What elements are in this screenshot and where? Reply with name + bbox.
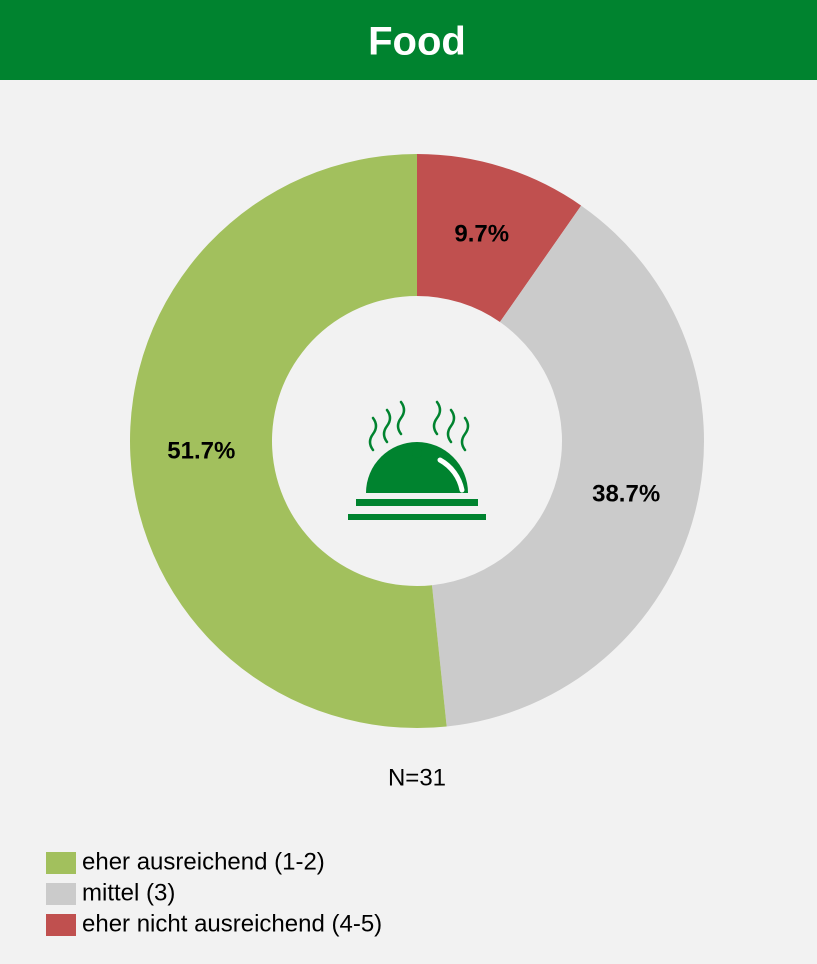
donut xyxy=(130,154,704,728)
food-icon xyxy=(348,400,486,520)
donut-slice xyxy=(417,154,582,323)
legend-label: eher ausreichend (1-2) xyxy=(82,848,325,875)
data-label: 51.7% xyxy=(167,438,235,465)
donut-slice xyxy=(431,205,704,727)
header-bar xyxy=(0,0,817,80)
legend: eher ausreichend (1-2) mittel (3) eher nic… xyxy=(46,848,382,937)
legend-swatch xyxy=(46,914,76,936)
legend-swatch xyxy=(46,883,76,905)
legend-label: eher nicht ausreichend (4-5) xyxy=(82,910,382,937)
data-label: 38.7% xyxy=(592,480,660,507)
legend-label: mittel (3) xyxy=(82,879,175,906)
data-label: 9.7% xyxy=(454,220,509,247)
chart-title: Food xyxy=(368,20,466,64)
donut-slice xyxy=(130,154,447,728)
legend-swatch xyxy=(46,852,76,874)
annotation: N=31 xyxy=(388,764,446,791)
